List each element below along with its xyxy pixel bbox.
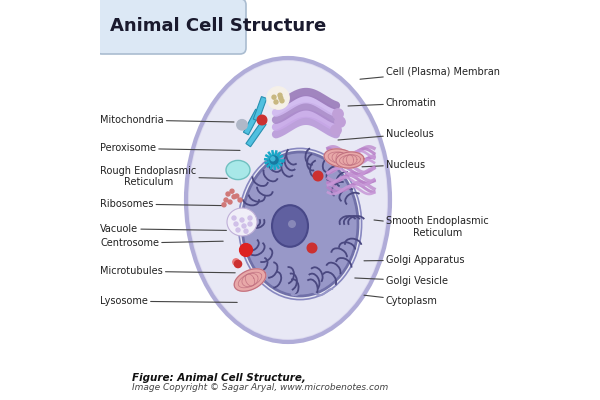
Text: Nucleus: Nucleus	[362, 160, 425, 170]
Circle shape	[230, 189, 234, 193]
Polygon shape	[244, 109, 260, 135]
Polygon shape	[234, 269, 266, 291]
Circle shape	[237, 120, 247, 130]
Text: Rough Endoplasmic
Reticulum: Rough Endoplasmic Reticulum	[100, 166, 227, 187]
Text: Centrosome: Centrosome	[100, 238, 223, 248]
Circle shape	[307, 243, 317, 253]
Ellipse shape	[189, 61, 387, 339]
Circle shape	[235, 194, 239, 198]
Ellipse shape	[186, 58, 390, 342]
Text: Figure: Animal Cell Structure,: Figure: Animal Cell Structure,	[132, 373, 306, 383]
Text: Animal Cell Structure: Animal Cell Structure	[110, 17, 326, 35]
Polygon shape	[253, 96, 267, 121]
Text: Vacuole: Vacuole	[100, 224, 226, 234]
Circle shape	[279, 96, 283, 100]
Text: Microtubules: Microtubules	[100, 266, 235, 276]
Circle shape	[233, 259, 239, 265]
Text: Golgi Apparatus: Golgi Apparatus	[364, 255, 464, 265]
Ellipse shape	[227, 208, 257, 236]
Circle shape	[248, 222, 252, 226]
Ellipse shape	[288, 220, 296, 228]
Polygon shape	[246, 121, 266, 147]
Text: Chromatin: Chromatin	[348, 98, 437, 108]
Circle shape	[257, 115, 267, 125]
Circle shape	[232, 195, 236, 199]
Circle shape	[271, 157, 275, 161]
Circle shape	[335, 117, 345, 127]
Circle shape	[267, 87, 289, 109]
Text: Peroxisome: Peroxisome	[100, 143, 240, 153]
Circle shape	[270, 156, 278, 164]
Circle shape	[236, 228, 240, 232]
FancyBboxPatch shape	[96, 0, 246, 54]
Text: Cell (Plasma) Membran: Cell (Plasma) Membran	[360, 66, 500, 79]
Text: Lysosome: Lysosome	[100, 296, 237, 306]
Polygon shape	[324, 149, 356, 167]
Circle shape	[235, 260, 242, 268]
Circle shape	[232, 216, 236, 220]
Circle shape	[272, 95, 276, 99]
Circle shape	[239, 244, 253, 256]
Text: Image Copyright © Sagar Aryal, www.microbenotes.com: Image Copyright © Sagar Aryal, www.micro…	[132, 383, 388, 392]
Circle shape	[240, 218, 244, 222]
Ellipse shape	[272, 205, 308, 247]
Circle shape	[274, 100, 278, 104]
Text: Smooth Endoplasmic
Reticulum: Smooth Endoplasmic Reticulum	[374, 216, 489, 238]
Circle shape	[313, 171, 323, 181]
Circle shape	[242, 224, 246, 228]
Circle shape	[226, 192, 230, 196]
Text: Nucleolus: Nucleolus	[338, 129, 434, 140]
Text: Mitochondria: Mitochondria	[100, 115, 234, 125]
Circle shape	[228, 200, 232, 204]
Circle shape	[224, 198, 228, 202]
Polygon shape	[336, 152, 364, 168]
Text: Cytoplasm: Cytoplasm	[364, 295, 438, 306]
Ellipse shape	[226, 160, 250, 180]
Circle shape	[331, 125, 341, 135]
Circle shape	[244, 229, 248, 233]
Circle shape	[248, 216, 252, 220]
Ellipse shape	[242, 152, 358, 296]
Circle shape	[333, 109, 343, 119]
Text: Golgi Vesicle: Golgi Vesicle	[355, 276, 448, 286]
Circle shape	[238, 198, 242, 202]
Circle shape	[280, 99, 284, 103]
Text: Ribosomes: Ribosomes	[100, 199, 223, 209]
Circle shape	[222, 203, 226, 207]
Circle shape	[234, 222, 238, 226]
Circle shape	[278, 93, 282, 97]
